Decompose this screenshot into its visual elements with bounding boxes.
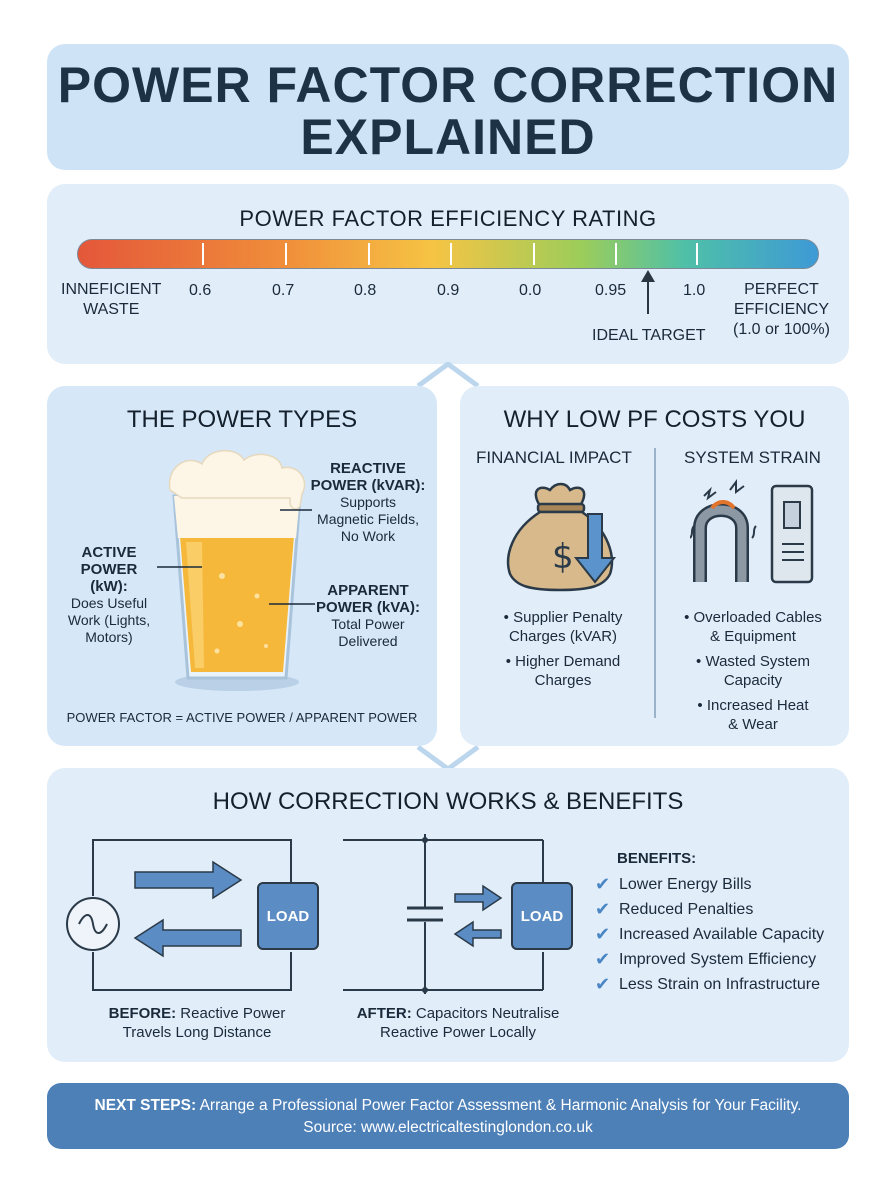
power-types-panel: THE POWER TYPES REACTIVE POWER (kVAR): S… — [47, 386, 437, 746]
check-icon: ✔ — [595, 974, 611, 994]
scale-label: 0.0 — [519, 282, 542, 299]
correction-panel: HOW CORRECTION WORKS & BENEFITS LOAD LOA… — [47, 768, 849, 1062]
before-circuit-diagram — [66, 839, 292, 991]
tick — [615, 243, 617, 265]
tick — [285, 243, 287, 265]
next-steps-text: NEXT STEPS: Arrange a Professional Power… — [94, 1097, 802, 1114]
svg-text:$: $ — [552, 537, 574, 577]
ideal-target-arrow-icon — [641, 270, 655, 314]
perfect-efficiency-label: PERFECT EFFICIENCY (1.0 or 100%) — [733, 281, 830, 338]
scale-label: 0.95 — [595, 282, 627, 299]
title-panel: POWER FACTOR CORRECTION EXPLAINED — [47, 44, 849, 170]
strain-bullet: • Overloaded Cables & Equipment — [684, 609, 822, 645]
low-pf-costs-panel: WHY LOW PF COSTS YOU FINANCIAL IMPACT SY… — [460, 386, 849, 746]
rating-title: POWER FACTOR EFFICIENCY RATING — [239, 206, 657, 231]
page-title-line-1: POWER FACTOR CORRECTION — [57, 57, 839, 113]
strain-bullet: • Wasted System Capacity — [696, 653, 810, 689]
check-icon: ✔ — [595, 874, 611, 894]
connector-icon — [416, 362, 480, 388]
apparent-power-annotation: APPARENT POWER (kVA): Total Power Delive… — [316, 582, 420, 649]
annotation-leader-lines — [157, 509, 315, 605]
source-text: Source: www.electricaltestinglondon.co.u… — [303, 1119, 593, 1136]
benefit-item: ✔ Increased Available Capacity — [595, 924, 825, 944]
tick — [696, 243, 698, 265]
ideal-target-label: IDEAL TARGET — [592, 327, 706, 344]
tick — [202, 243, 204, 265]
tick — [450, 243, 452, 265]
column-divider — [654, 448, 656, 718]
tick — [533, 243, 535, 265]
beer-glass-icon — [168, 450, 306, 691]
scale-label: 0.9 — [437, 282, 460, 299]
correction-title: HOW CORRECTION WORKS & BENEFITS — [212, 788, 684, 815]
financial-impact-heading: FINANCIAL IMPACT — [476, 448, 632, 467]
financial-bullet: • Supplier Penalty Charges (kVAR) — [503, 609, 623, 645]
scale-label: 0.6 — [189, 282, 212, 299]
efficiency-rating-panel: POWER FACTOR EFFICIENCY RATING INNEFICIE… — [47, 184, 849, 364]
load-box-after: LOAD — [511, 882, 573, 950]
next-steps-footer: NEXT STEPS: Arrange a Professional Power… — [47, 1083, 849, 1149]
benefit-item: ✔ Less Strain on Infrastructure — [595, 974, 820, 994]
after-circuit-diagram — [343, 834, 544, 994]
benefit-item: ✔ Reduced Penalties — [595, 899, 754, 919]
scale-label: 0.7 — [272, 282, 295, 299]
money-bag-icon: $ — [506, 482, 617, 592]
tick — [368, 243, 370, 265]
check-icon: ✔ — [595, 899, 611, 919]
active-power-annotation: ACTIVE POWER (kW): Does Useful Work (Lig… — [67, 544, 151, 645]
costs-title: WHY LOW PF COSTS YOU — [503, 406, 806, 433]
scale-label: 0.8 — [354, 282, 377, 299]
check-icon: ✔ — [595, 949, 611, 969]
financial-bullet: • Higher Demand Charges — [505, 653, 621, 689]
load-box-before: LOAD — [257, 882, 319, 950]
scale-label: 1.0 — [683, 282, 706, 299]
overloaded-cable-icon — [690, 479, 814, 584]
inefficient-label: INNEFICIENT WASTE — [61, 281, 162, 318]
benefit-item: ✔ Improved System Efficiency — [595, 949, 817, 969]
benefits-heading: BENEFITS: — [617, 850, 697, 867]
power-types-title: THE POWER TYPES — [126, 406, 358, 433]
reactive-power-annotation: REACTIVE POWER (kVAR): Supports Magnetic… — [310, 460, 426, 544]
before-caption: BEFORE: Reactive Power Travels Long Dist… — [108, 1005, 286, 1041]
page-title-line-2: EXPLAINED — [300, 109, 596, 165]
benefit-item: ✔ Lower Energy Bills — [595, 874, 752, 894]
power-factor-formula: POWER FACTOR = ACTIVE POWER / APPARENT P… — [66, 710, 418, 725]
after-caption: AFTER: Capacitors Neutralise Reactive Po… — [356, 1005, 560, 1041]
system-strain-heading: SYSTEM STRAIN — [684, 448, 821, 467]
efficiency-gradient-bar — [77, 239, 819, 269]
check-icon: ✔ — [595, 924, 611, 944]
strain-bullet: • Increased Heat & Wear — [697, 697, 809, 733]
